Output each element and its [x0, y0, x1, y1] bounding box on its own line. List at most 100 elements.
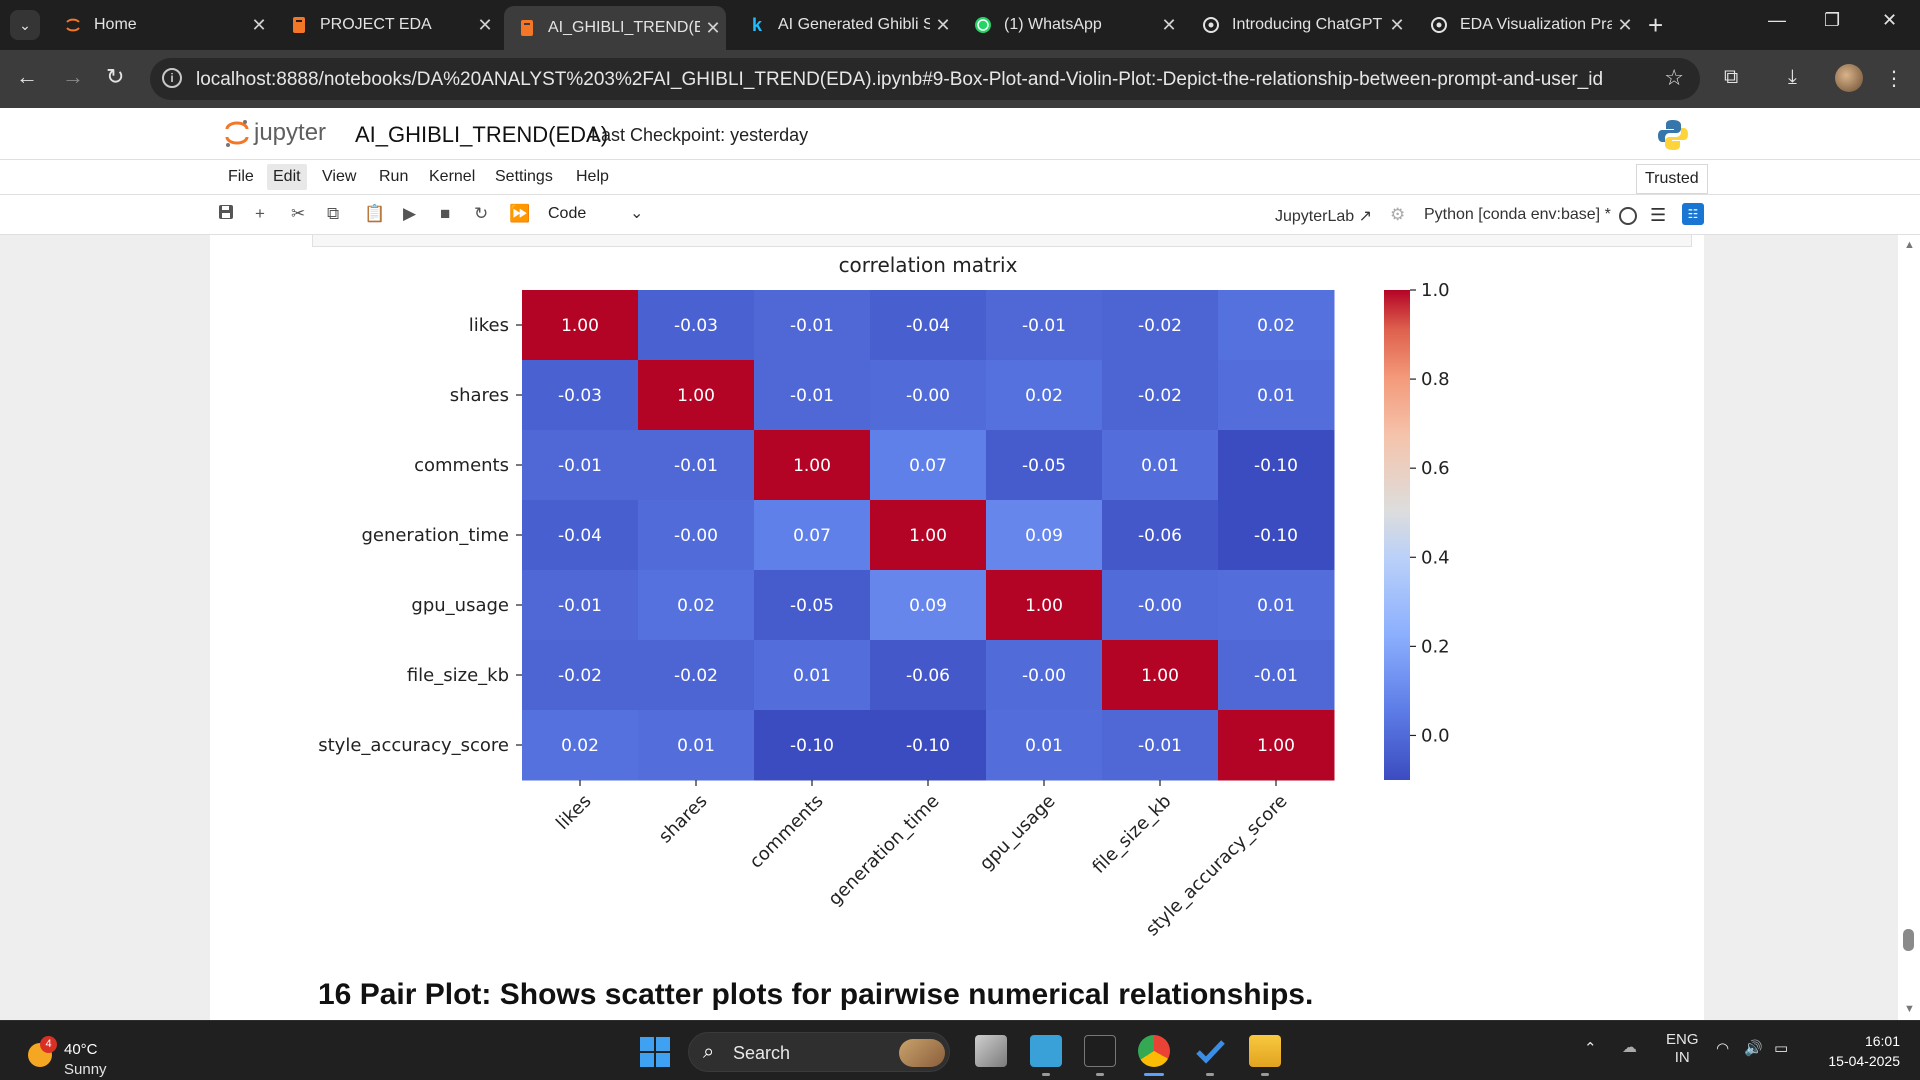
chart-title: correlation matrix: [839, 253, 1018, 277]
terminal-icon[interactable]: [1084, 1035, 1116, 1067]
bookmark-star-icon[interactable]: ☆: [1664, 65, 1684, 90]
onedrive-icon[interactable]: ☁: [1622, 1039, 1637, 1056]
system-clock[interactable]: 16:01 15-04-2025: [1818, 1031, 1900, 1071]
windows-start-icon[interactable]: [640, 1037, 670, 1067]
jupyter-wordmark: jupyter: [254, 119, 327, 146]
chevron-down-icon[interactable]: ⌄: [630, 205, 644, 222]
cell-value-label: 1.00: [1257, 736, 1295, 756]
restart-run-all-icon[interactable]: ⏩: [509, 204, 531, 223]
cell-value-label: 0.01: [1257, 596, 1295, 616]
copy-icon[interactable]: ⧉: [327, 204, 340, 223]
close-tab-icon[interactable]: ✕: [251, 14, 267, 35]
reload-icon[interactable]: ↻: [106, 64, 125, 89]
task-view-icon[interactable]: [975, 1035, 1007, 1067]
tab-title: EDA Visualization Pra: [1460, 16, 1612, 33]
forward-icon[interactable]: →: [62, 64, 84, 89]
profile-avatar[interactable]: [1835, 64, 1863, 92]
cell-value-label: 0.02: [1257, 316, 1295, 336]
todo-check-icon[interactable]: [1194, 1035, 1226, 1067]
cell-value-label: 1.00: [561, 316, 599, 336]
minimize-icon[interactable]: —: [1768, 10, 1786, 30]
browser-menu-icon[interactable]: ⋮: [1884, 68, 1904, 90]
close-tab-icon[interactable]: ✕: [1161, 14, 1177, 35]
close-window-icon[interactable]: ✕: [1882, 10, 1898, 30]
menu-file[interactable]: File: [228, 168, 254, 185]
tab-ai-ghibli-trend[interactable]: AI_GHIBLI_TREND(ED ✕: [504, 6, 726, 50]
jupyter-header: jupyter AI_GHIBLI_TREND(EDA) Last Checkp…: [0, 108, 1920, 160]
save-icon[interactable]: [218, 204, 234, 225]
download-icon[interactable]: ⤓: [1788, 66, 1797, 88]
trusted-indicator[interactable]: Trusted: [1636, 164, 1708, 194]
close-tab-icon[interactable]: ✕: [1617, 14, 1633, 35]
cell-value-label: 1.00: [1025, 596, 1063, 616]
close-tab-icon[interactable]: ✕: [1389, 14, 1405, 35]
notepad-icon[interactable]: [1030, 1035, 1062, 1067]
weather-widget[interactable]: 4 40°C Sunny: [22, 1031, 182, 1078]
cell-value-label: 0.01: [1025, 736, 1063, 756]
file-explorer-icon[interactable]: [1249, 1035, 1281, 1067]
url-bar[interactable]: i localhost:8888/notebooks/DA%20ANALYST%…: [150, 58, 1700, 100]
y-tick-label: likes: [469, 315, 509, 336]
cell-value-label: -0.02: [1138, 386, 1182, 406]
cell-value-label: -0.05: [790, 596, 834, 616]
tab-whatsapp[interactable]: (1) WhatsApp ✕: [960, 6, 1182, 44]
new-tab-button[interactable]: +: [1648, 10, 1664, 40]
cell-type-select[interactable]: Code: [548, 205, 587, 222]
heatmap-cell: [1102, 290, 1219, 361]
scroll-up-icon[interactable]: ▲: [1904, 239, 1915, 251]
cell-value-label: -0.00: [674, 526, 718, 546]
close-tab-icon[interactable]: ✕: [935, 14, 951, 35]
cut-icon[interactable]: ✂: [291, 204, 306, 223]
restore-icon[interactable]: ❐: [1824, 10, 1841, 30]
close-tab-icon[interactable]: ✕: [477, 14, 493, 35]
paste-icon[interactable]: 📋: [364, 204, 386, 223]
menu-view[interactable]: View: [322, 168, 357, 185]
site-info-icon[interactable]: i: [162, 68, 182, 88]
menu-help[interactable]: Help: [576, 168, 609, 185]
battery-icon[interactable]: ▭: [1774, 1040, 1789, 1057]
run-cell-icon[interactable]: ▶: [403, 204, 417, 223]
jupyterlab-link[interactable]: JupyterLab ↗: [1275, 206, 1372, 226]
tab-kaggle[interactable]: k AI Generated Ghibli S ✕: [734, 6, 956, 44]
jupyter-logo[interactable]: jupyter: [224, 118, 326, 148]
interrupt-kernel-icon[interactable]: ■: [440, 204, 451, 223]
volume-icon[interactable]: 🔊: [1744, 1040, 1763, 1057]
language-indicator[interactable]: ENG IN: [1666, 1031, 1699, 1067]
scroll-down-icon[interactable]: ▼: [1904, 1003, 1915, 1015]
toc-list-icon[interactable]: ☰: [1650, 205, 1667, 225]
menu-kernel[interactable]: Kernel: [429, 168, 476, 185]
cell-value-label: 0.02: [561, 736, 599, 756]
tab-project-eda[interactable]: PROJECT EDA ✕: [276, 6, 498, 44]
jupyterlab-link-label: JupyterLab: [1275, 208, 1355, 225]
cell-value-label: 0.01: [1141, 456, 1179, 476]
heatmap-cell: [754, 640, 871, 711]
tab-eda-visualization[interactable]: EDA Visualization Pra ✕: [1416, 6, 1638, 44]
show-hidden-icons[interactable]: ⌃: [1584, 1040, 1597, 1057]
menu-settings[interactable]: Settings: [495, 168, 553, 185]
chrome-icon[interactable]: [1138, 1035, 1170, 1067]
kernel-name[interactable]: Python [conda env:base] *: [1424, 206, 1611, 223]
url-text[interactable]: localhost:8888/notebooks/DA%20ANALYST%20…: [196, 69, 1604, 90]
notebook-title[interactable]: AI_GHIBLI_TREND(EDA): [355, 122, 609, 147]
menu-run[interactable]: Run: [379, 168, 409, 185]
taskbar-search[interactable]: ⌕ Search: [688, 1032, 950, 1072]
tab-home[interactable]: Home ✕: [50, 6, 272, 44]
insert-cell-icon[interactable]: +: [255, 204, 265, 223]
notebook-icon: [518, 19, 536, 37]
wifi-icon[interactable]: ◠: [1716, 1040, 1730, 1057]
back-icon[interactable]: ←: [16, 64, 38, 89]
cell-value-label: 0.01: [793, 666, 831, 686]
tab-chatgpt-intro[interactable]: Introducing ChatGPT ✕: [1188, 6, 1410, 44]
y-tick-label: style_accuracy_score: [318, 735, 509, 756]
close-tab-icon[interactable]: ✕: [705, 17, 721, 38]
menu-edit[interactable]: Edit: [267, 164, 307, 190]
restart-kernel-icon[interactable]: ↻: [474, 204, 489, 223]
property-inspector-icon[interactable]: ☷: [1682, 203, 1704, 225]
notebook-scrollbar[interactable]: ▲ ▼: [1898, 235, 1920, 1020]
kernel-settings-gear-icon[interactable]: ⚙: [1390, 205, 1406, 224]
x-tick-label: likes: [552, 791, 595, 834]
scrollbar-thumb[interactable]: [1903, 929, 1914, 951]
extensions-icon[interactable]: ⧉: [1724, 66, 1739, 88]
heatmap-cell: [986, 500, 1103, 571]
tab-search-icon[interactable]: ⌄: [10, 10, 40, 40]
